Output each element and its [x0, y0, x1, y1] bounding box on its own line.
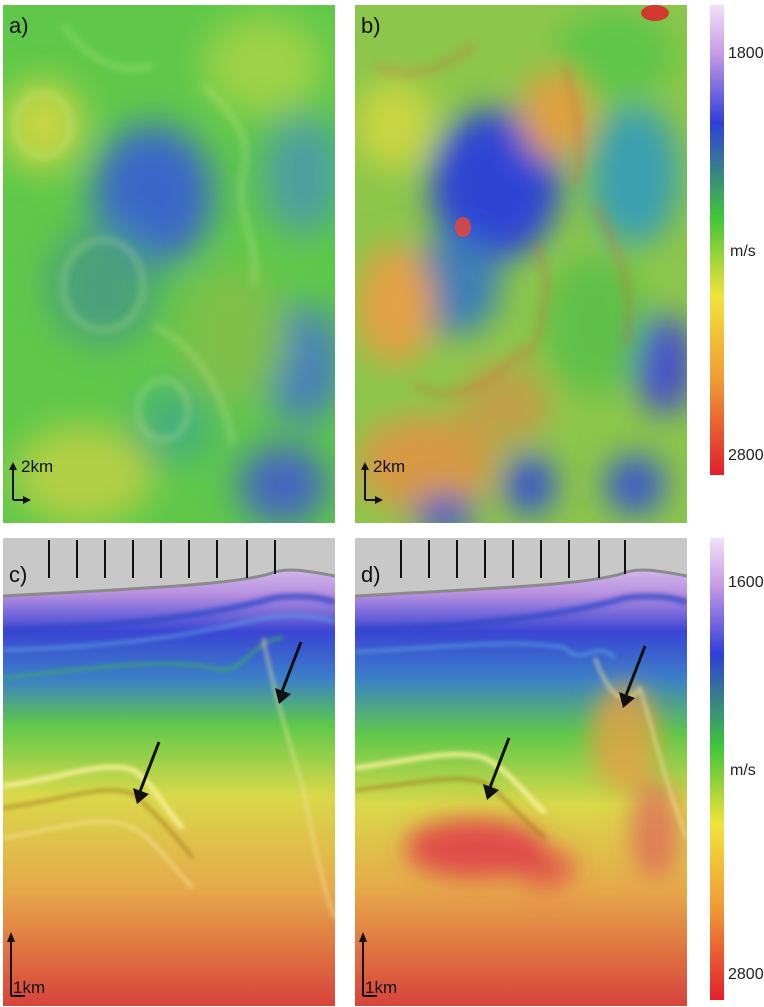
panel-a-depth-slice: a) 2km	[3, 5, 335, 523]
panel-d-image	[355, 538, 687, 1006]
colorbar-max-label: 1800	[728, 45, 764, 62]
panel-label: b)	[361, 13, 381, 38]
panel-d-section: d) 1km	[355, 538, 687, 1006]
scale-bar-icon	[361, 462, 383, 504]
colorbar-bottom: 1600 m/s 2800	[700, 538, 764, 1000]
scale-bar-icon	[359, 932, 377, 997]
arrow-icon	[483, 737, 511, 800]
panel-c-section: c) 1km	[3, 538, 335, 1006]
arrow-icon	[619, 645, 647, 708]
colorbar-top: 1800 m/s 2800	[700, 5, 764, 475]
colorbar-min-label: 2800	[728, 966, 764, 983]
scale-label: 1km	[13, 978, 46, 997]
panel-label: c)	[9, 562, 28, 587]
arrow-icon	[275, 641, 303, 704]
scale-label: 1km	[365, 978, 398, 997]
panel-label: d)	[361, 562, 381, 587]
colorbar-max-label: 1600	[728, 574, 764, 591]
arrow-icon	[133, 741, 161, 804]
scale-bar-icon	[7, 932, 25, 997]
panel-b-depth-slice: b) 2km	[355, 5, 687, 523]
panel-b-image	[355, 5, 687, 523]
colorbar-unit-label: m/s	[730, 243, 756, 260]
panel-label: a)	[9, 13, 29, 38]
colorbar-gradient	[710, 5, 724, 475]
colorbar-gradient	[710, 538, 724, 1000]
colorbar-min-label: 2800	[728, 447, 764, 464]
scale-label: 2km	[21, 457, 54, 476]
scale-bar-icon	[9, 462, 31, 504]
colorbar-unit-label: m/s	[730, 762, 756, 779]
panel-c-image	[3, 538, 335, 1006]
panel-a-image	[3, 5, 335, 523]
scale-label: 2km	[373, 457, 406, 476]
